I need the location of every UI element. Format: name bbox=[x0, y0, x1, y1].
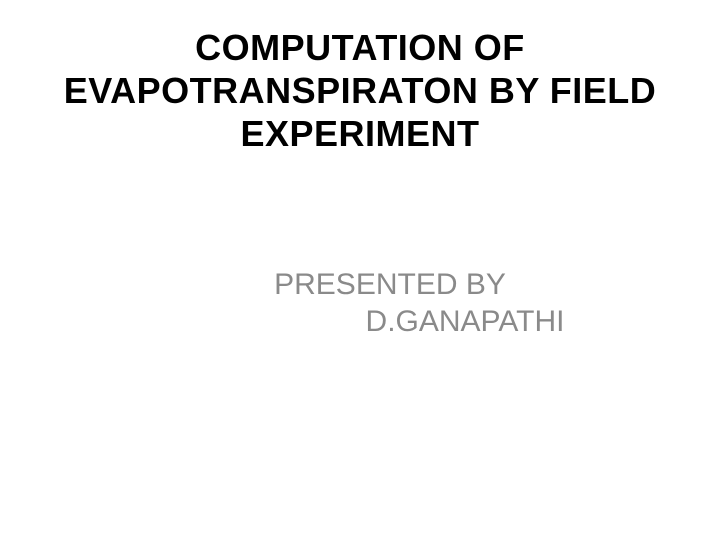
slide-title: COMPUTATION OF EVAPOTRANSPIRATON BY FIEL… bbox=[50, 26, 670, 156]
presented-by-label: PRESENTED BY bbox=[50, 266, 670, 304]
subtitle-block: PRESENTED BY D.GANAPATHI bbox=[50, 266, 670, 341]
author-name: D.GANAPATHI bbox=[50, 303, 670, 341]
slide-container: COMPUTATION OF EVAPOTRANSPIRATON BY FIEL… bbox=[0, 0, 720, 540]
